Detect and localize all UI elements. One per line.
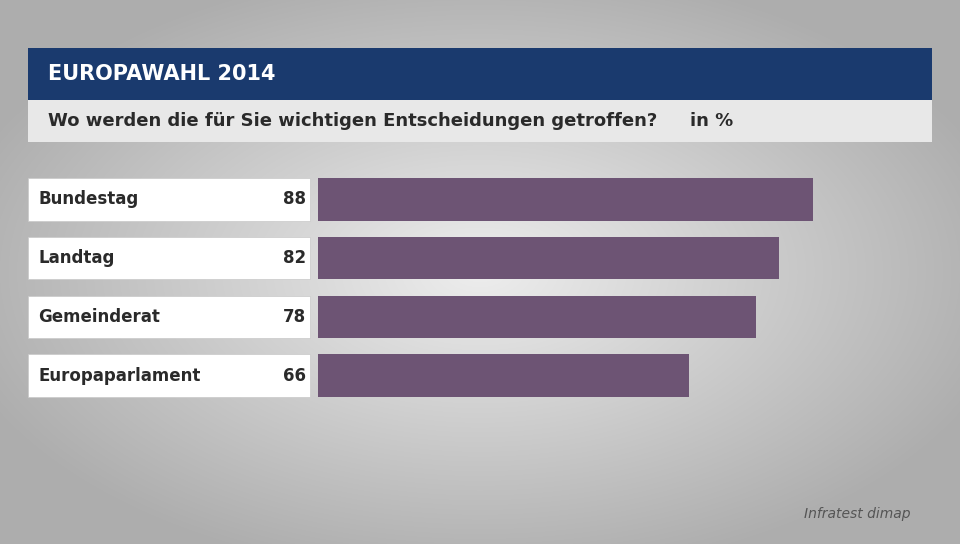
Text: Bundestag: Bundestag <box>38 190 138 208</box>
Text: Wo werden die für Sie wichtigen Entscheidungen getroffen?: Wo werden die für Sie wichtigen Entschei… <box>48 112 658 130</box>
Text: Gemeinderat: Gemeinderat <box>38 308 160 326</box>
Bar <box>28 48 932 100</box>
Bar <box>318 237 779 279</box>
Bar <box>28 100 932 142</box>
Bar <box>318 178 812 220</box>
Bar <box>318 296 756 338</box>
Text: Europaparlament: Europaparlament <box>38 367 201 385</box>
Bar <box>318 355 689 397</box>
Text: 66: 66 <box>283 367 306 385</box>
Text: EUROPAWAHL 2014: EUROPAWAHL 2014 <box>48 64 276 84</box>
Text: in %: in % <box>690 112 733 130</box>
Text: Landtag: Landtag <box>38 249 114 267</box>
Text: 88: 88 <box>283 190 306 208</box>
Bar <box>28 355 310 397</box>
Text: 78: 78 <box>283 308 306 326</box>
Bar <box>28 296 310 338</box>
Text: 82: 82 <box>283 249 306 267</box>
Bar <box>28 178 310 220</box>
Bar <box>28 237 310 279</box>
Text: Infratest dimap: Infratest dimap <box>804 507 910 521</box>
